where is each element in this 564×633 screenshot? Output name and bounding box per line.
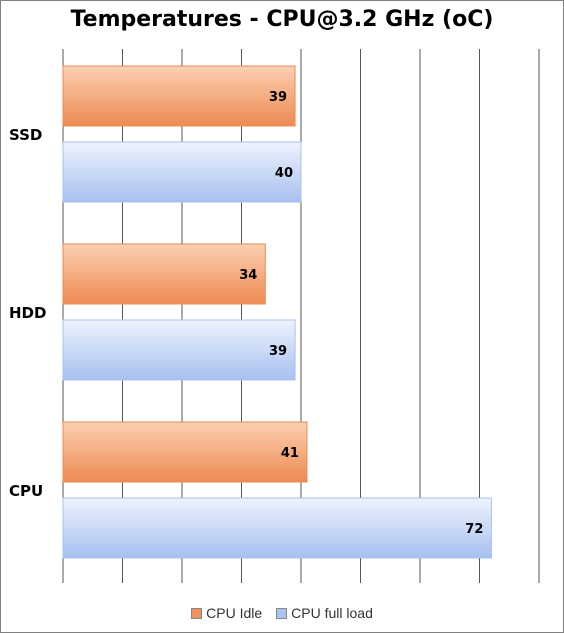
gridlines	[62, 49, 540, 583]
bar-hdd-full-load	[62, 319, 296, 381]
value-label-cpu-idle: 41	[281, 446, 299, 461]
chart-title: Temperatures - CPU@3.2 GHz (oC)	[1, 7, 563, 32]
bar-ssd-full-load	[62, 141, 302, 203]
legend-item-full-load: CPU full load	[276, 605, 373, 621]
value-label-ssd-full-load: 40	[275, 166, 293, 181]
legend-swatch-full-load	[276, 607, 288, 619]
legend-swatch-idle	[191, 607, 203, 619]
legend-item-idle: CPU Idle	[191, 605, 262, 621]
bar-ssd-idle	[62, 65, 296, 127]
bar-cpu-idle	[62, 421, 308, 483]
legend-label-full-load: CPU full load	[291, 605, 373, 621]
value-label-ssd-idle: 39	[269, 90, 287, 105]
bar-hdd-idle	[62, 243, 266, 305]
labels: 39 40 SSD 34 39 HDD 41 72 CPU	[9, 90, 483, 537]
value-label-hdd-idle: 34	[239, 268, 257, 283]
category-label-hdd: HDD	[9, 304, 46, 322]
bar-cpu-full-load	[62, 497, 492, 559]
legend-label-idle: CPU Idle	[206, 605, 263, 621]
value-label-hdd-full-load: 39	[269, 344, 287, 359]
value-label-cpu-full-load: 72	[465, 522, 483, 537]
legend: CPU Idle CPU full load	[1, 605, 563, 621]
chart-title-text: Temperatures - CPU@3.2 GHz (oC)	[70, 7, 494, 32]
category-label-ssd: SSD	[9, 126, 42, 144]
bars	[62, 65, 492, 559]
category-label-cpu: CPU	[9, 482, 43, 500]
